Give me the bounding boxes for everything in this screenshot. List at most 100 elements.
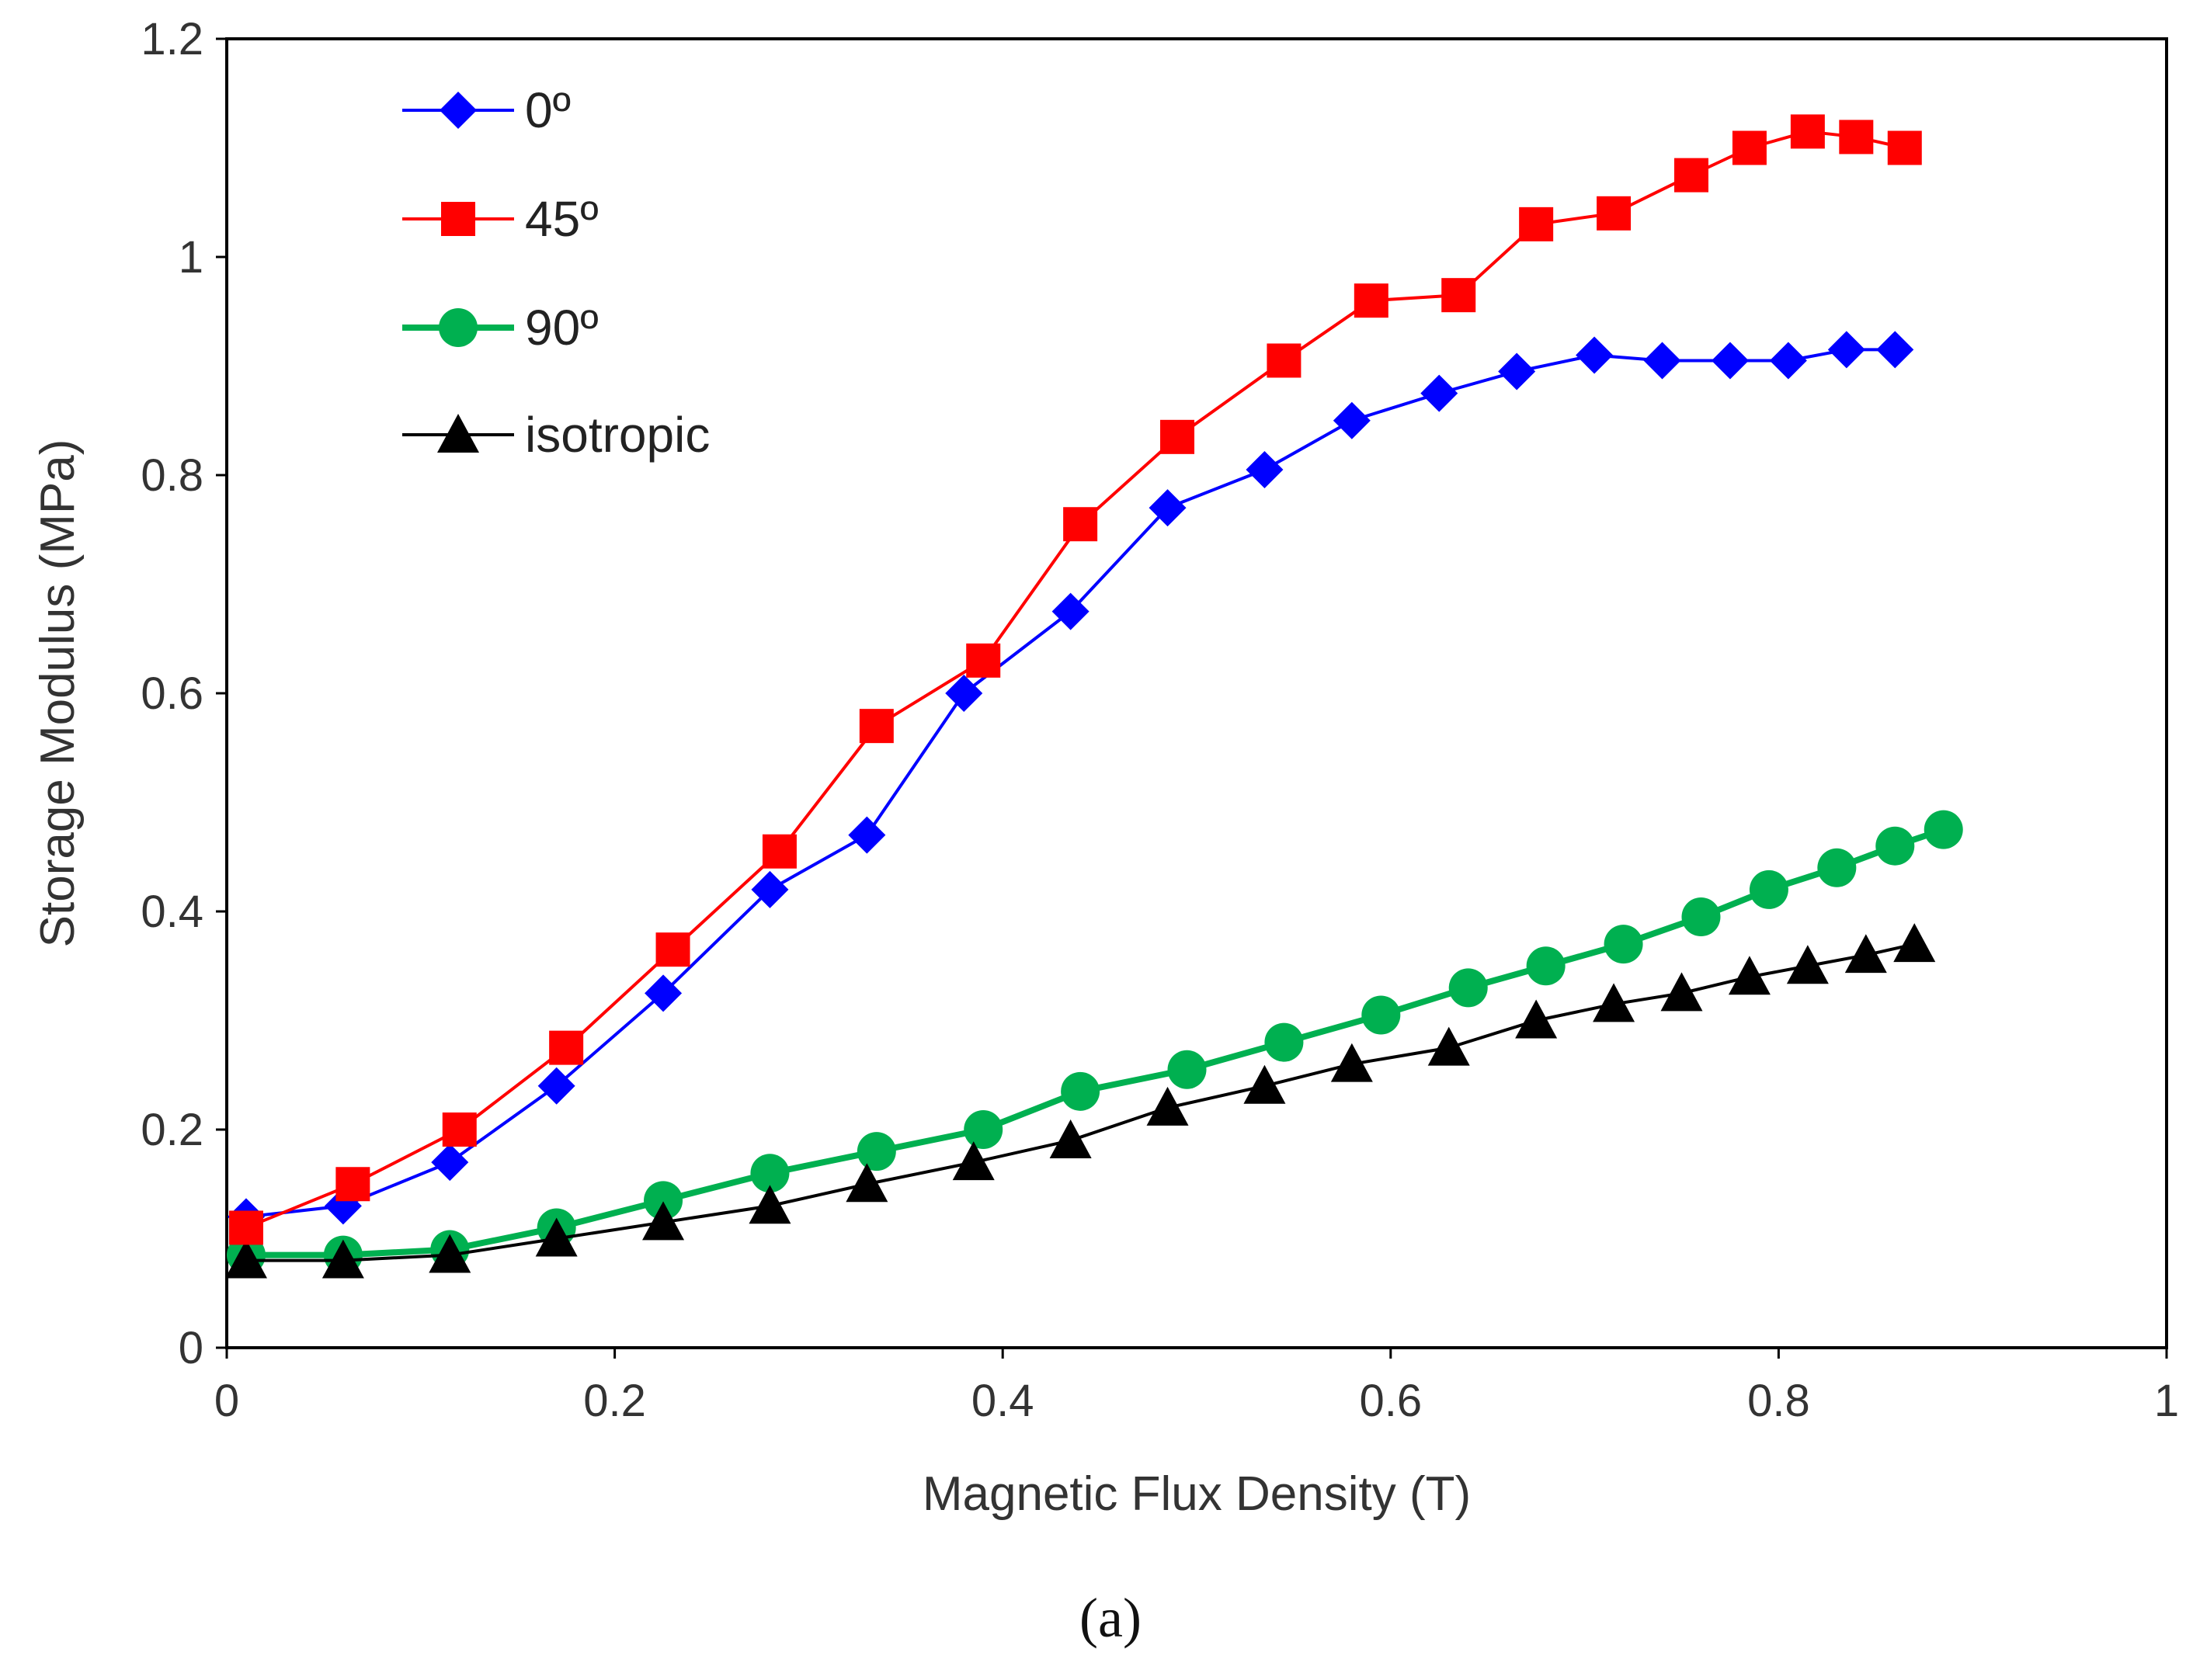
legend-marker bbox=[437, 414, 479, 453]
data-point-45deg bbox=[1519, 207, 1554, 241]
x-tick-label: 0.6 bbox=[1359, 1376, 1422, 1426]
data-point-90deg bbox=[1061, 1071, 1100, 1111]
data-point-0deg bbox=[1246, 450, 1284, 488]
data-point-45deg bbox=[655, 932, 690, 967]
y-tick-label: 0.6 bbox=[141, 668, 203, 719]
data-point-90deg bbox=[857, 1132, 896, 1171]
data-point-0deg bbox=[1333, 401, 1371, 439]
data-point-45deg bbox=[762, 834, 797, 869]
data-point-isotropic bbox=[1593, 983, 1635, 1022]
y-tick-label: 1 bbox=[179, 232, 203, 283]
data-point-45deg bbox=[1732, 130, 1767, 165]
data-point-0deg bbox=[1769, 342, 1807, 380]
data-point-45deg bbox=[1790, 114, 1825, 149]
data-point-45deg bbox=[1267, 343, 1302, 378]
legend-marker bbox=[439, 308, 478, 347]
x-axis-title: Magnetic Flux Density (T) bbox=[923, 1467, 1471, 1521]
legend-item-0deg: 0º bbox=[402, 82, 571, 138]
data-point-45deg bbox=[1839, 120, 1874, 154]
data-point-0deg bbox=[751, 870, 789, 908]
data-point-isotropic bbox=[535, 1217, 578, 1257]
data-point-isotropic bbox=[1146, 1086, 1189, 1126]
data-point-45deg bbox=[549, 1030, 584, 1065]
legend: 0º 45º 90º isotropic bbox=[402, 82, 710, 463]
y-tick-label: 0 bbox=[179, 1323, 203, 1373]
y-tick-label: 0.8 bbox=[141, 450, 203, 501]
series-0deg bbox=[227, 331, 1914, 1236]
legend-item-90deg: 90º bbox=[402, 300, 599, 356]
legend-item-45deg: 45º bbox=[402, 191, 599, 247]
data-point-isotropic bbox=[1243, 1064, 1286, 1104]
data-point-isotropic bbox=[1427, 1026, 1470, 1066]
legend-label: isotropic bbox=[525, 407, 710, 463]
data-point-isotropic bbox=[1330, 1043, 1373, 1082]
data-point-45deg bbox=[1597, 196, 1632, 231]
legend-marker bbox=[441, 202, 475, 236]
data-point-isotropic bbox=[1893, 923, 1936, 963]
data-point-isotropic bbox=[1515, 999, 1558, 1039]
data-point-isotropic bbox=[642, 1201, 685, 1241]
x-tick-label: 0.8 bbox=[1747, 1376, 1810, 1426]
data-point-45deg bbox=[442, 1112, 477, 1147]
data-point-isotropic bbox=[749, 1185, 791, 1224]
data-point-isotropic bbox=[1844, 934, 1887, 974]
data-point-isotropic bbox=[1049, 1119, 1092, 1158]
series-isotropic bbox=[224, 923, 1936, 1279]
x-tick-label: 1 bbox=[2154, 1376, 2179, 1426]
data-point-90deg bbox=[1264, 1022, 1304, 1062]
data-point-90deg bbox=[750, 1154, 790, 1193]
data-point-45deg bbox=[966, 643, 1001, 678]
data-point-45deg bbox=[1160, 419, 1195, 454]
legend-marker bbox=[440, 92, 477, 129]
data-point-90deg bbox=[1681, 897, 1721, 937]
x-tick-label: 0.4 bbox=[971, 1376, 1034, 1426]
data-point-90deg bbox=[1361, 995, 1401, 1035]
data-point-0deg bbox=[1576, 336, 1614, 374]
series-90deg bbox=[226, 810, 1963, 1275]
data-point-45deg bbox=[228, 1210, 263, 1245]
legend-label: 45º bbox=[525, 191, 599, 247]
data-point-90deg bbox=[1875, 826, 1915, 866]
x-tick-label: 0 bbox=[214, 1376, 239, 1426]
y-axis-title: Storage Modulus (MPa) bbox=[31, 439, 85, 948]
data-point-isotropic bbox=[429, 1234, 471, 1273]
data-point-0deg bbox=[1827, 331, 1865, 369]
y-tick-label: 0.2 bbox=[141, 1105, 203, 1155]
x-tick-label: 0.2 bbox=[583, 1376, 646, 1426]
data-point-45deg bbox=[1354, 283, 1388, 318]
data-point-0deg bbox=[945, 675, 983, 712]
y-axis-ticks: 0 0.2 0.4 0.6 0.8 1 1.2 bbox=[141, 14, 227, 1373]
data-point-90deg bbox=[1924, 810, 1963, 849]
data-point-45deg bbox=[1441, 278, 1476, 313]
data-point-isotropic bbox=[321, 1239, 364, 1279]
data-point-isotropic bbox=[1660, 972, 1703, 1012]
data-point-isotropic bbox=[846, 1163, 888, 1203]
data-point-45deg bbox=[1887, 130, 1922, 165]
data-point-isotropic bbox=[952, 1141, 995, 1181]
data-point-isotropic bbox=[1728, 956, 1771, 995]
data-point-90deg bbox=[1448, 968, 1488, 1008]
data-point-45deg bbox=[1063, 507, 1098, 542]
data-point-0deg bbox=[1876, 331, 1914, 369]
legend-label: 90º bbox=[525, 300, 599, 356]
series-45deg bbox=[228, 114, 1922, 1245]
data-point-0deg bbox=[537, 1067, 575, 1105]
data-point-isotropic bbox=[224, 1239, 267, 1279]
data-point-90deg bbox=[1749, 870, 1788, 909]
legend-label: 0º bbox=[525, 82, 571, 138]
series-layer bbox=[224, 114, 1963, 1279]
data-point-isotropic bbox=[1786, 945, 1829, 984]
data-point-0deg bbox=[1643, 342, 1681, 380]
data-point-0deg bbox=[1420, 374, 1458, 412]
data-point-0deg bbox=[1711, 342, 1749, 380]
data-point-0deg bbox=[645, 974, 683, 1012]
x-axis-ticks: 0 0.2 0.4 0.6 0.8 1 bbox=[214, 1348, 2179, 1426]
figure-caption: (a) bbox=[1079, 1587, 1142, 1649]
data-point-90deg bbox=[1604, 925, 1643, 964]
legend-item-isotropic: isotropic bbox=[402, 407, 710, 463]
data-point-90deg bbox=[1167, 1050, 1207, 1089]
data-point-0deg bbox=[1149, 489, 1187, 527]
data-point-90deg bbox=[964, 1110, 1003, 1149]
